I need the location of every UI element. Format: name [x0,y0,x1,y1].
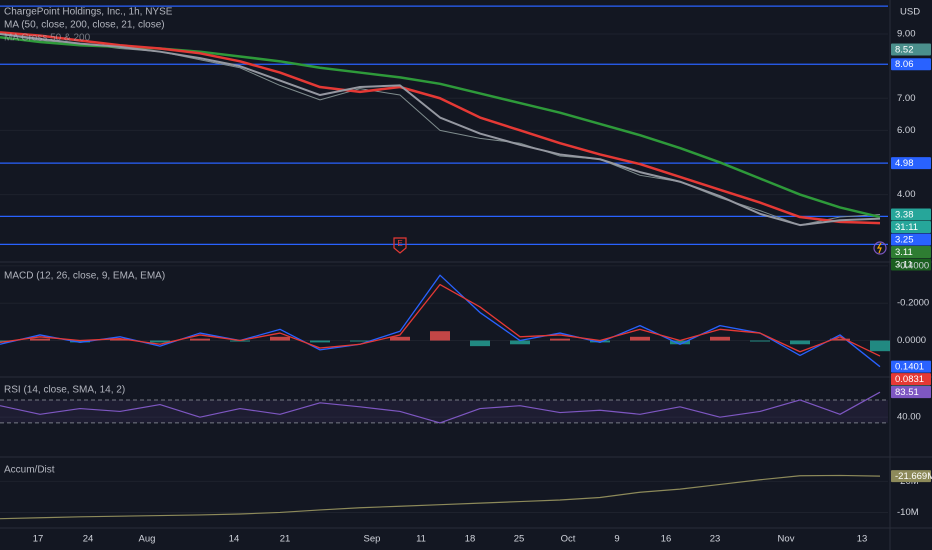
price-label: 4.98 [895,158,914,169]
x-tick-label: 17 [33,534,44,545]
price-label-box [891,43,931,56]
price-label-box [891,220,931,233]
price-label: -21.669M [895,471,932,482]
y-tick-label: 4.00 [897,189,916,200]
histogram-bar [750,340,770,342]
x-tick-label: 16 [661,534,672,545]
series-line [0,391,881,424]
y-tick-label: 7.00 [897,93,916,104]
marker-shape [393,237,407,254]
y-tick-label: 40.00 [897,412,921,423]
x-tick-label: Aug [139,534,156,545]
histogram-bar [790,340,810,345]
price-label-box [891,157,931,170]
earnings-marker: E [393,237,407,254]
price-label-box [891,233,931,246]
histogram-bar [710,336,730,341]
histogram-bar [590,340,610,343]
histogram-bar [70,340,90,343]
histogram-bar [630,336,650,341]
x-tick-label: 23 [710,534,721,545]
price-label-box [891,373,931,386]
series-line [0,474,881,520]
price-label: 3.11 [895,259,913,270]
x-tick-label: 13 [857,534,868,545]
price-label: 0.1401 [895,362,924,373]
y-tick-label: -0.4000 [897,260,929,271]
x-tick-label: 14 [229,534,240,545]
price-label-box [891,360,931,373]
histogram-bar [350,340,370,342]
pane-annotation: MA Cross 50 & 200 [4,33,91,44]
layer: 9.00 7.00 6.00 4.00 ChargePoint Holdings, In… [0,5,932,545]
histogram-bar [190,338,210,341]
x-tick-label: 25 [514,534,525,545]
histogram-bar [870,340,890,352]
pane-title: Accum/Dist [4,465,55,476]
price-label-box [891,58,931,71]
marker-label: E [397,239,402,248]
price-label-box [891,386,931,399]
x-tick-label: Oct [561,534,576,545]
series-line [0,31,881,225]
histogram-bar [470,340,490,347]
histogram-bar [510,340,530,345]
series-line [0,33,881,227]
histogram-bar [310,340,330,343]
rsi-band-fill [0,399,888,423]
price-label-box [891,470,931,483]
y-tick-label: -0.2000 [897,298,929,309]
price-label-box [891,258,931,271]
price-label: 83.51 [895,387,919,398]
price-label: 8.52 [895,44,914,55]
currency: USD [900,7,920,18]
price-label: 8.06 [895,59,914,70]
histogram-bar [390,336,410,341]
price-label: 3.11 [895,247,913,258]
pane-title: MACD (12, 26, close, 9, EMA, EMA) [4,271,165,282]
x-tick-label: 18 [465,534,476,545]
x-tick-label: 24 [83,534,94,545]
price-label: 31:11 [895,222,918,233]
price-label: 3.38 [895,209,914,220]
y-tick-label: 0.0000 [897,335,926,346]
price-label: 3.25 [895,234,914,245]
histogram-bar [110,338,130,341]
dividend-bolt [876,242,882,254]
x-tick-label: Nov [778,534,795,545]
series-line [0,283,881,357]
price-label-box [891,208,931,221]
histogram-bar [830,338,850,341]
histogram-bar [270,336,290,341]
y-tick-label: -10M [897,507,919,518]
histogram-bar [430,331,450,341]
histogram-bar [550,338,570,341]
x-tick-label: 11 [416,534,426,545]
y-tick-label: 9.00 [897,29,916,40]
x-tick-label: 21 [280,534,291,545]
x-tick-label: Sep [364,534,381,545]
price-label: 0.0831 [895,374,924,385]
dividend-icon [873,241,887,255]
x-tick-label: 9 [614,534,619,545]
histogram-bar [150,340,170,343]
histogram-bar [670,340,690,345]
pane-title: RSI (14, close, SMA, 14, 2) [4,385,125,396]
pane-title: ChargePoint Holdings, Inc., 1h, NYSE [4,7,173,18]
pane-subtitle: MA (50, close, 200, close, 21, close) [4,20,165,31]
y-tick-label: 6.00 [897,125,916,136]
price-label-box [891,245,931,258]
histogram-bar [30,338,50,341]
